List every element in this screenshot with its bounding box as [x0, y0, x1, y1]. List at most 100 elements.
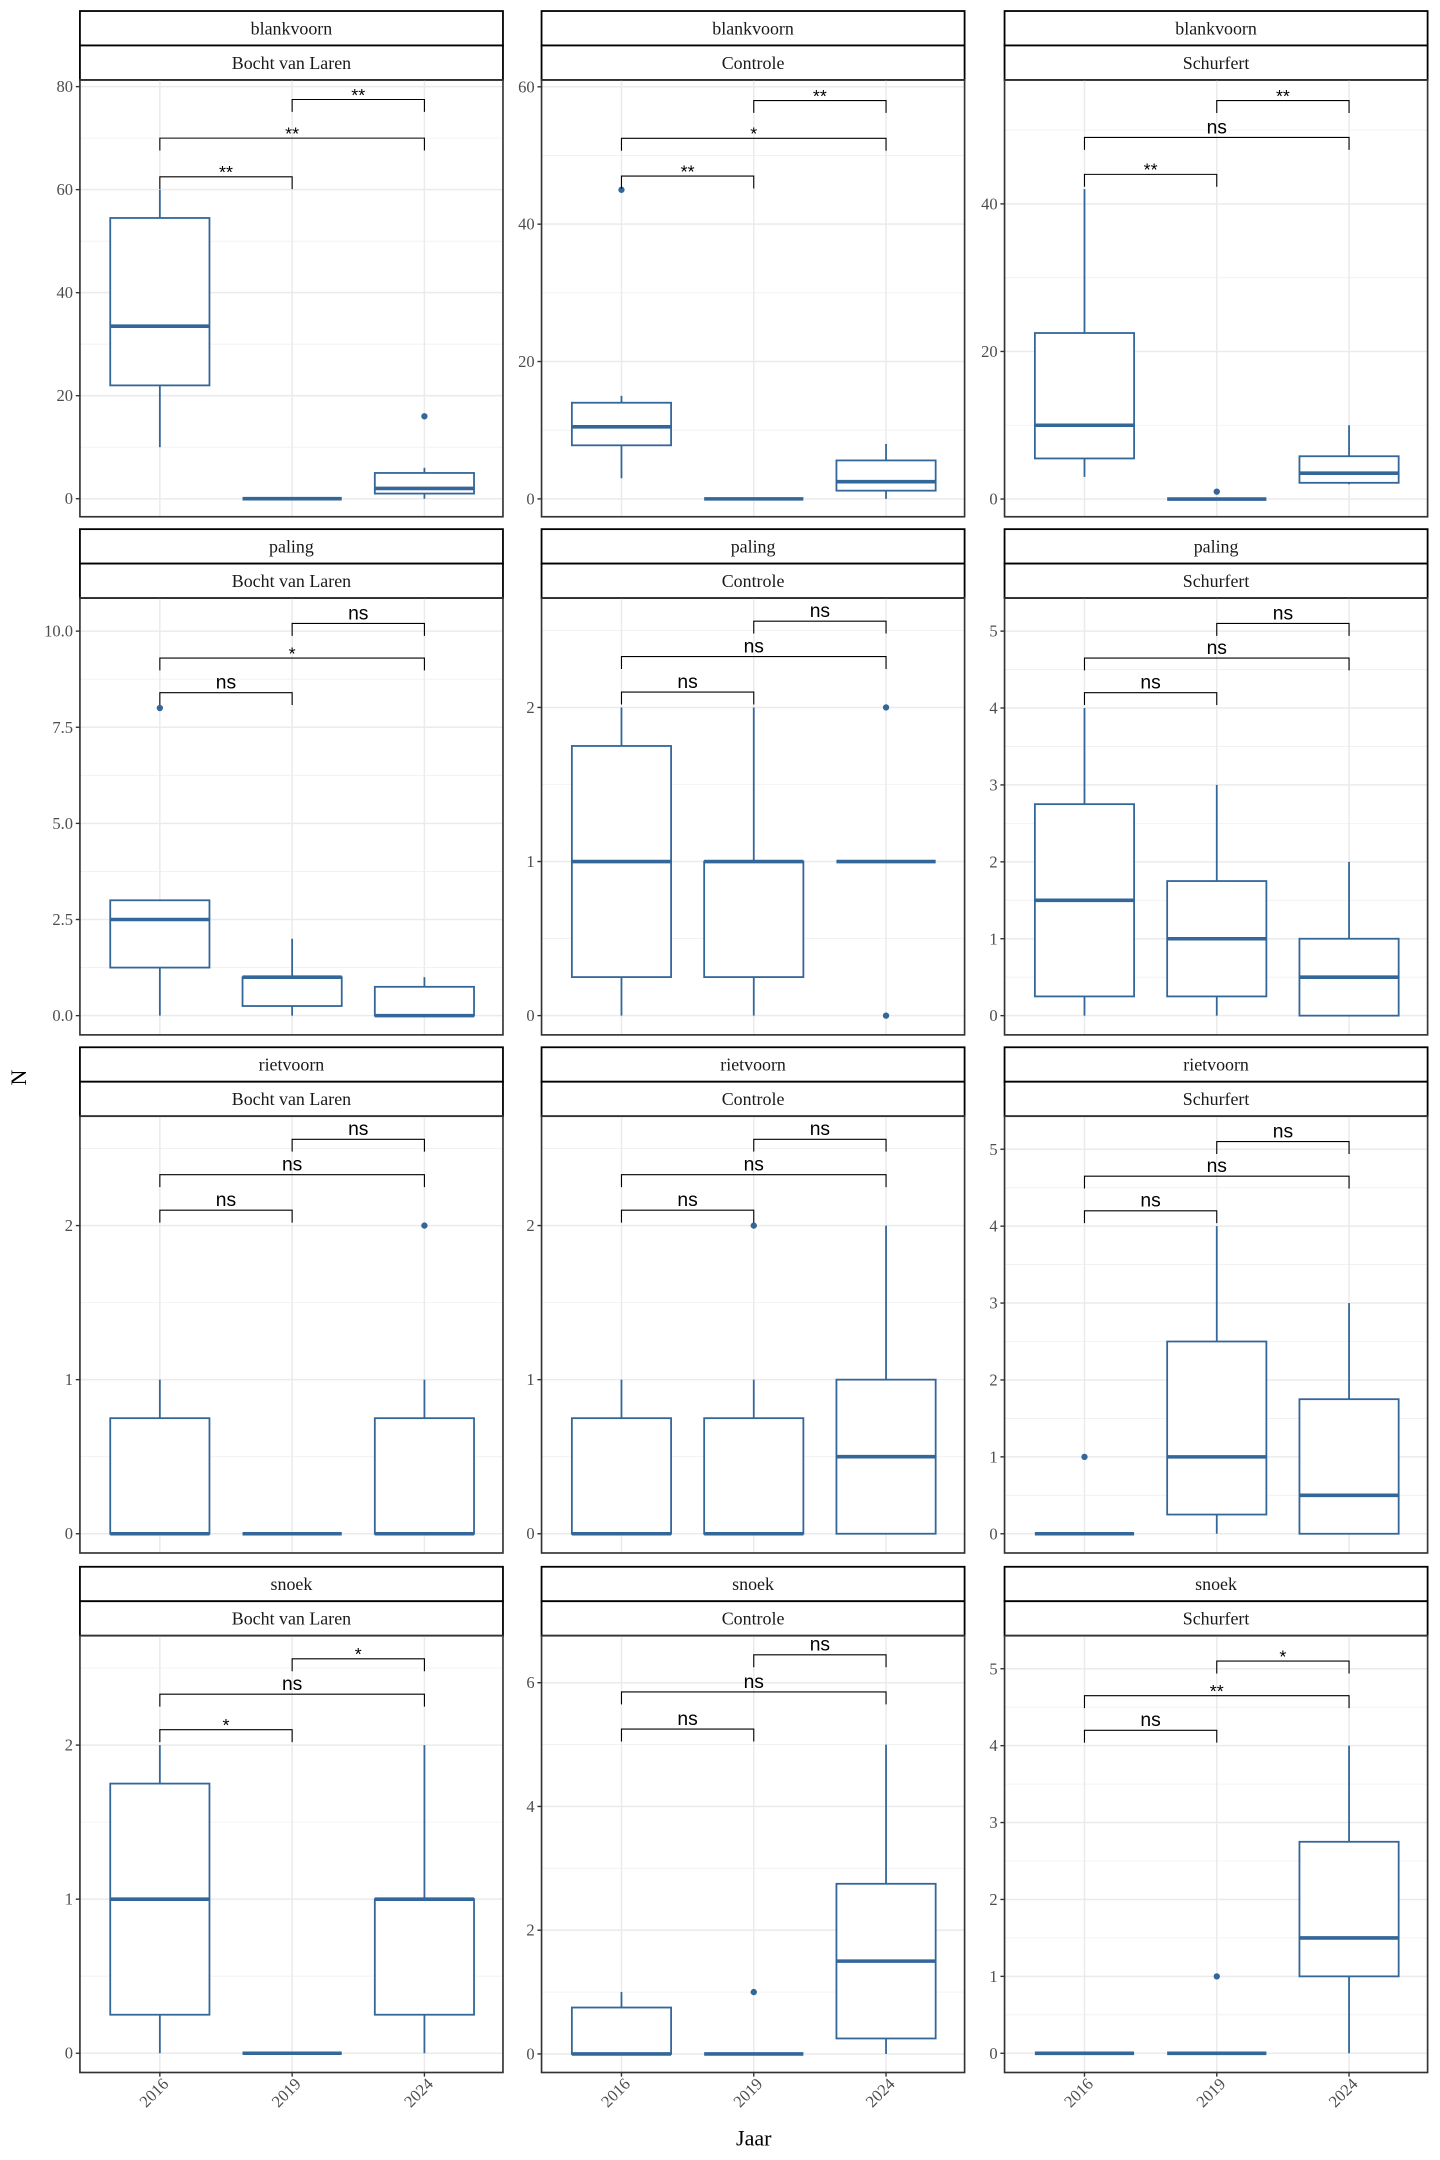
panel-rietvoorn-bocht-van-laren: rietvoorn Bocht van Laren 0 1 2 ns ns ns	[65, 1046, 504, 1554]
y-tick-label: 4	[989, 699, 997, 718]
x-tick-label: 2024	[400, 2074, 437, 2111]
y-tick-label: 40	[981, 194, 998, 213]
significance-bracket	[291, 98, 425, 112]
panel-paling-schurfert: paling Schurfert 0 1 2 3 4 5 ns ns ns	[989, 528, 1429, 1036]
panel-border	[540, 597, 966, 1036]
y-tick-label: 2	[526, 698, 534, 717]
significance-label: ns	[677, 1190, 697, 1211]
outlier-point	[1213, 488, 1220, 495]
panel-snoek-controle: snoek Controle 0 2 4 6 ns ns ns 2016 2019 2024	[526, 1565, 966, 2111]
panel-blankvoorn-bocht-van-laren: blankvoorn Bocht van Laren 0 20 40 60 80 ** ** **	[57, 10, 504, 518]
strip-location-box	[1003, 1600, 1429, 1637]
strip-location-box	[79, 1080, 504, 1118]
significance-bracket	[753, 1138, 887, 1152]
strip-species-label: snoek	[271, 1574, 313, 1594]
outlier-point	[750, 1988, 757, 1996]
panel-border	[79, 1115, 504, 1554]
strip-species-label: blankvoorn	[712, 18, 794, 38]
significance-label: ns	[348, 1119, 368, 1140]
y-tick-label: 0	[989, 2044, 997, 2063]
significance-bracket	[753, 620, 887, 634]
significance-label: *	[355, 1644, 362, 1664]
x-tick-label: 2016	[597, 2074, 634, 2111]
strip-location-label: Schurfert	[1183, 1089, 1250, 1109]
significance-bracket	[159, 1693, 425, 1707]
y-tick-label: 2	[526, 1216, 534, 1235]
box-iqr	[835, 459, 937, 492]
significance-label: ns	[677, 672, 697, 693]
y-tick-label: 2	[65, 1736, 73, 1755]
y-tick-label: 2	[989, 1370, 997, 1389]
significance-label: *	[223, 1715, 230, 1735]
strip-location-box	[540, 562, 966, 599]
box-iqr	[241, 976, 343, 1007]
y-tick-label: 20	[981, 342, 998, 361]
y-tick-label: 2	[65, 1216, 73, 1235]
significance-label: *	[1279, 1646, 1286, 1666]
y-tick-label: 4	[526, 1797, 534, 1816]
y-tick-label: 3	[989, 775, 997, 794]
significance-bracket	[620, 175, 755, 189]
significance-label: ns	[744, 1155, 764, 1176]
x-axis-title: Jaar	[736, 2126, 772, 2151]
box-iqr	[109, 1417, 211, 1535]
strip-species-label: paling	[269, 537, 314, 557]
y-tick-label: 1	[989, 929, 997, 948]
box-iqr	[703, 860, 805, 978]
outlier-point	[1081, 1453, 1088, 1461]
panel-paling-bocht-van-laren: paling Bocht van Laren 0.0 2.5 5.0 7.5 10.0 ns *…	[44, 528, 504, 1036]
strip-species-box	[79, 1565, 504, 1603]
significance-label: **	[681, 161, 695, 181]
y-tick-label: 60	[57, 180, 74, 199]
box-iqr	[1166, 1340, 1268, 1516]
box-iqr	[109, 899, 211, 969]
strip-location-label: Schurfert	[1183, 1609, 1250, 1629]
x-tick-label: 2016	[1060, 2074, 1097, 2111]
y-tick-label: 0.0	[52, 1006, 73, 1025]
y-tick-label: 60	[518, 77, 535, 96]
strip-species-label: rietvoorn	[1183, 1055, 1249, 1075]
y-tick-label: 4	[989, 1217, 997, 1236]
x-tick-label: 2019	[729, 2074, 766, 2111]
significance-bracket	[159, 137, 425, 151]
strip-location-box	[540, 44, 966, 81]
strip-location-box	[540, 1080, 966, 1118]
strip-location-label: Controle	[722, 53, 785, 73]
significance-bracket	[620, 1691, 887, 1705]
significance-label: ns	[1207, 117, 1227, 138]
outlier-point	[156, 704, 164, 712]
x-tick-label: 2019	[1192, 2074, 1229, 2111]
significance-label: ns	[1207, 1156, 1227, 1177]
significance-label: ns	[282, 1155, 302, 1176]
significance-bracket	[159, 657, 425, 671]
significance-bracket	[1216, 100, 1350, 113]
outlier-point	[882, 704, 890, 711]
significance-label: **	[351, 85, 365, 105]
significance-bracket	[620, 137, 887, 151]
strip-species-box	[540, 1565, 966, 1603]
strip-location-box	[1003, 562, 1429, 599]
significance-label: **	[219, 162, 233, 182]
outlier-point	[618, 186, 625, 193]
panel-blankvoorn-schurfert: blankvoorn Schurfert 0 20 40 ** ns **	[981, 10, 1429, 518]
strip-location-label: Bocht van Laren	[232, 571, 351, 591]
y-tick-label: 3	[989, 1813, 997, 1832]
significance-label: ns	[1207, 638, 1227, 659]
panel-snoek-bocht-van-laren: snoek Bocht van Laren 0 1 2 * ns * 2016 2019 2024	[65, 1565, 504, 2111]
significance-bracket	[1083, 657, 1350, 671]
strip-location-label: Controle	[722, 1089, 785, 1109]
y-tick-label: 1	[989, 1967, 997, 1986]
strip-species-box	[1003, 528, 1429, 565]
y-tick-label: 0	[65, 489, 73, 508]
strip-species-box	[540, 1046, 966, 1083]
significance-label: *	[289, 643, 296, 663]
y-tick-label: 1	[989, 1447, 997, 1466]
strip-location-box	[540, 1600, 966, 1637]
strip-location-box	[79, 1600, 504, 1637]
x-tick-label: 2024	[1325, 2074, 1362, 2111]
panel-paling-controle: paling Controle 0 1 2 ns ns ns	[526, 528, 966, 1036]
y-tick-label: 0	[526, 489, 534, 508]
